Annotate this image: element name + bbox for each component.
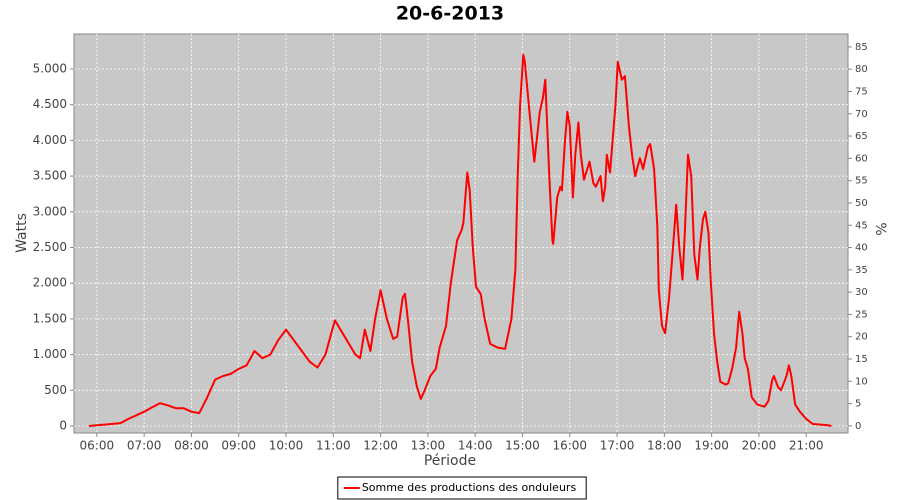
x-tick-label: 13:00: [411, 439, 446, 453]
y2-tick-label: 0: [855, 421, 861, 432]
y2-tick-label: 15: [855, 354, 868, 365]
chart-title: 20-6-2013: [396, 3, 504, 25]
y2-tick-label: 20: [855, 332, 868, 343]
y-tick-label: 500: [44, 383, 67, 397]
y2-tick-label: 70: [855, 109, 868, 120]
y2-tick-label: 10: [855, 376, 868, 387]
y-tick-label: 5.000: [33, 61, 67, 75]
y2-tick-label: 85: [855, 42, 868, 53]
x-tick-label: 19:00: [694, 439, 729, 453]
x-tick-label: 07:00: [127, 439, 162, 453]
legend-box: [337, 476, 587, 500]
y-tick-label: 3.500: [33, 169, 67, 183]
y-tick-label: 1.500: [33, 311, 67, 325]
x-axis-label: Période: [424, 453, 476, 469]
x-tick-label: 14:00: [458, 439, 493, 453]
y-tick-label: 1.000: [33, 347, 67, 361]
x-tick-label: 17:00: [600, 439, 635, 453]
legend-label: Somme des productions des onduleurs: [362, 481, 577, 494]
y2-tick-label: 80: [855, 64, 868, 75]
x-tick-label: 11:00: [316, 439, 351, 453]
x-tick-label: 20:00: [742, 439, 777, 453]
x-tick-label: 18:00: [647, 439, 682, 453]
legend: Somme des productions des onduleurs: [337, 476, 587, 500]
y2-tick-label: 60: [855, 153, 868, 164]
y2-tick-label: 40: [855, 243, 868, 254]
y-axis-label: Watts: [14, 213, 30, 253]
x-tick-label: 16:00: [552, 439, 587, 453]
y2-tick-label: 65: [855, 131, 868, 142]
x-tick-label: 08:00: [174, 439, 209, 453]
y2-tick-label: 25: [855, 309, 868, 320]
y-tick-label: 0: [59, 419, 67, 433]
data-line: [88, 53, 832, 427]
y-tick-label: 3.000: [33, 204, 67, 218]
y2-tick-label: 30: [855, 287, 868, 298]
y-tick-label: 4.500: [33, 97, 67, 111]
x-tick-label: 09:00: [221, 439, 256, 453]
y2-tick-label: 55: [855, 176, 868, 187]
y2-tick-label: 50: [855, 198, 868, 209]
y2-tick-label: 75: [855, 87, 868, 98]
y-tick-label: 2.000: [33, 276, 67, 290]
x-tick-label: 21:00: [789, 439, 824, 453]
y2-tick-label: 35: [855, 265, 868, 276]
y2-tick-label: 5: [855, 399, 861, 410]
y-tick-label: 2.500: [33, 240, 67, 254]
y-tick-label: 4.000: [33, 133, 67, 147]
x-tick-label: 15:00: [505, 439, 540, 453]
y2-axis-label: %: [872, 222, 888, 235]
x-tick-label: 10:00: [269, 439, 304, 453]
y2-tick-label: 45: [855, 220, 868, 231]
x-tick-label: 12:00: [363, 439, 398, 453]
x-tick-label: 06:00: [80, 439, 115, 453]
